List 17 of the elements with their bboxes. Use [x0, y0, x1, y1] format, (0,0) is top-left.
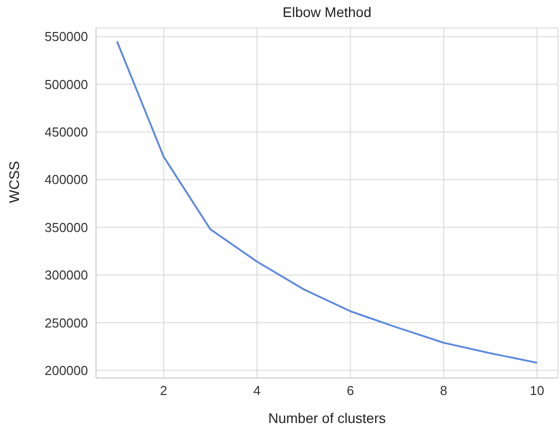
y-tick-label: 550000: [44, 29, 88, 44]
y-axis-title: WCSS: [6, 161, 22, 203]
line-series: [116, 40, 538, 364]
y-tick-label: 200000: [44, 362, 88, 378]
y-tick-label: 250000: [44, 315, 88, 330]
x-tick-label: 8: [440, 383, 448, 398]
x-tick-label: 4: [253, 383, 261, 398]
x-tick-label: 6: [346, 383, 354, 398]
y-tick-label: 450000: [44, 124, 88, 140]
y-tick-label: 500000: [44, 76, 88, 92]
x-tick-label: 2: [160, 383, 168, 398]
x-tick-label: 10: [530, 383, 544, 398]
y-tick-label: 350000: [44, 220, 88, 235]
x-axis-title: Number of clusters: [268, 410, 386, 425]
chart-title: Elbow Method: [282, 4, 372, 20]
y-tick-label: 300000: [44, 268, 88, 283]
y-tick-label: 400000: [44, 172, 88, 188]
